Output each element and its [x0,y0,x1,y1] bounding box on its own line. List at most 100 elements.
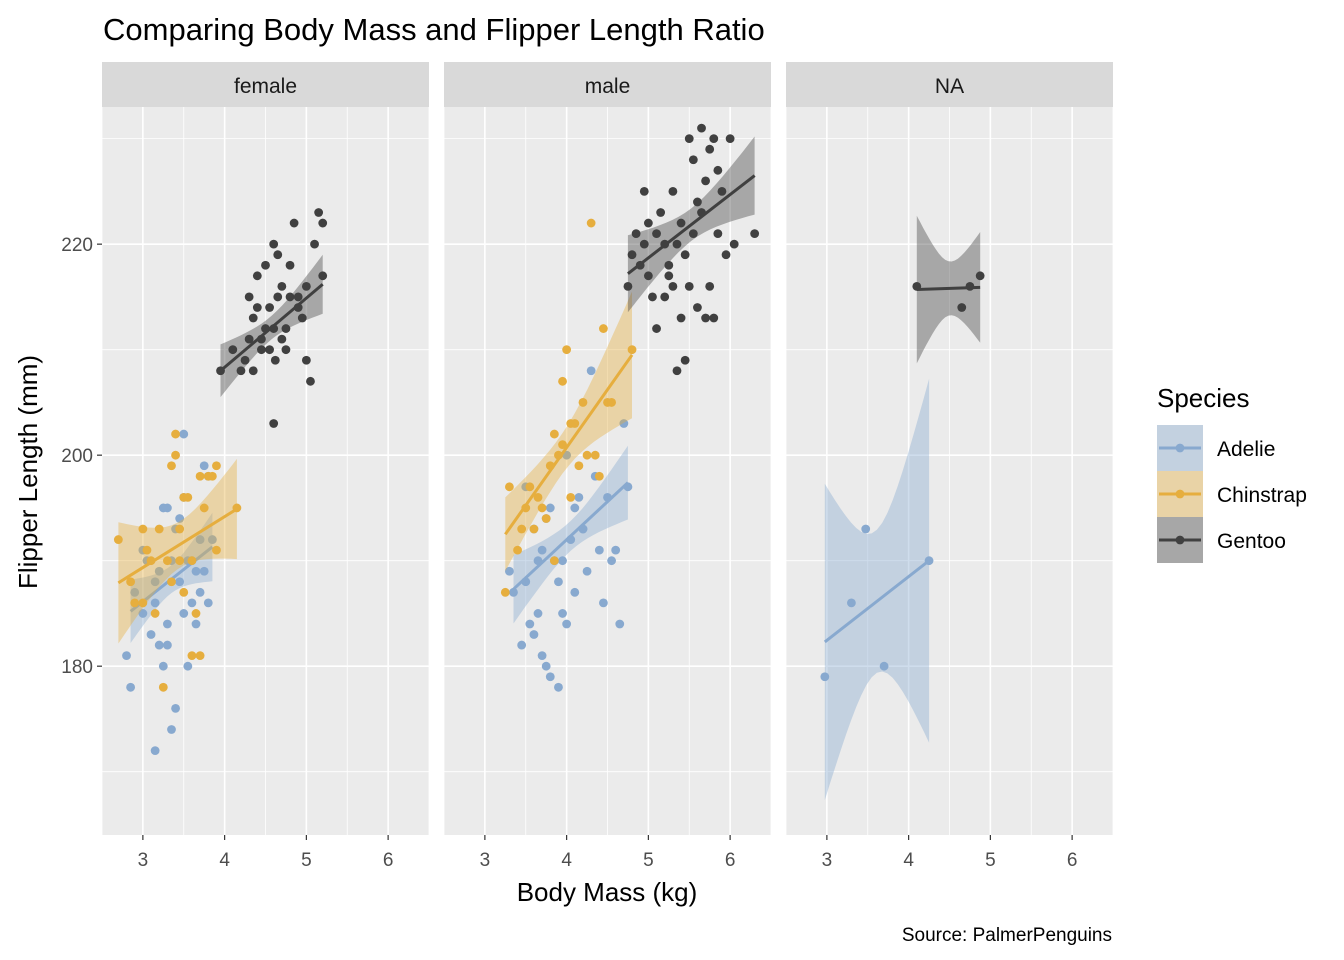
data-point-chinstrap [113,535,123,544]
data-point-chinstrap [545,461,555,471]
data-point-chinstrap [167,577,176,587]
legend-key-point [1175,443,1185,453]
x-tick-label: 3 [138,850,149,871]
data-point-adelie [199,461,209,471]
data-point-gentoo [270,355,280,365]
data-point-chinstrap [138,598,148,608]
data-point-chinstrap [549,556,559,566]
x-tick-label: 4 [903,850,914,871]
data-point-gentoo [244,334,254,344]
regression-line-gentoo [627,174,756,275]
data-point-adelie [847,598,856,608]
x-tick-label: 3 [480,850,491,871]
data-point-adelie [554,682,563,692]
data-point-gentoo [660,292,670,302]
data-point-gentoo [273,250,283,260]
confidence-band-adelie [824,378,930,801]
data-point-chinstrap [138,524,148,534]
facet-panel-NA: NA 3 4 5 6 [785,62,1114,871]
data-point-gentoo [265,345,274,355]
data-point-adelie [126,682,136,692]
x-axis-title: Body Mass (kg) [517,877,698,907]
data-point-gentoo [277,334,287,344]
data-point-adelie [179,609,189,618]
data-point-gentoo [265,303,274,312]
data-point-adelie [187,598,197,608]
data-point-gentoo [281,345,291,355]
data-point-gentoo [314,208,324,217]
data-point-adelie [586,366,596,376]
data-point-adelie [167,725,176,734]
data-point-chinstrap [541,514,551,523]
data-point-gentoo [664,260,674,270]
data-point-gentoo [709,313,719,323]
data-point-gentoo [623,281,633,291]
x-tick-label: 6 [725,850,736,871]
data-point-adelie [558,556,567,566]
data-point-gentoo [310,239,319,249]
data-point-chinstrap [537,503,547,513]
data-point-chinstrap [594,471,604,481]
data-point-chinstrap [187,651,197,661]
x-tick-label: 6 [1067,850,1078,871]
data-point-adelie [861,524,871,534]
data-point-adelie [578,524,588,534]
data-point-adelie [122,651,131,661]
data-point-adelie [566,535,576,544]
data-point-gentoo [635,260,645,270]
data-point-gentoo [293,292,303,302]
data-point-gentoo [639,187,649,196]
data-point-adelie [163,619,172,629]
data-point-gentoo [693,197,702,207]
data-point-adelie [594,545,604,555]
data-point-gentoo [676,218,686,228]
y-tick-label: 200 [61,446,93,467]
data-point-chinstrap [191,609,201,618]
data-point-chinstrap [187,556,197,566]
data-point-gentoo [701,176,710,186]
data-point-chinstrap [171,429,180,439]
data-point-gentoo [285,260,295,270]
data-point-adelie [517,640,527,650]
data-point-chinstrap [154,524,164,534]
data-point-gentoo [248,313,258,323]
data-point-adelie [154,640,164,650]
data-point-gentoo [228,345,238,355]
data-point-adelie [158,503,168,513]
data-point-gentoo [318,271,328,281]
data-point-chinstrap [500,587,510,597]
data-point-adelie [570,587,580,597]
data-point-gentoo [318,218,328,228]
data-point-chinstrap [158,682,168,692]
data-point-adelie [183,661,193,671]
data-point-gentoo [236,366,246,376]
data-point-adelie [537,651,547,661]
data-point-adelie [582,566,592,576]
legend-key-point [1175,489,1185,499]
data-point-chinstrap [529,524,539,534]
data-point-gentoo [721,250,731,260]
caption: Source: PalmerPenguins [902,925,1112,946]
data-point-adelie [574,492,584,502]
data-point-chinstrap [212,545,221,555]
data-point-adelie [541,661,551,671]
x-tick-label: 3 [822,850,833,871]
data-point-gentoo [643,271,653,281]
data-point-adelie [138,609,148,618]
data-point-adelie [175,514,185,523]
data-point-chinstrap [590,450,600,460]
data-point-chinstrap [578,398,588,407]
data-point-adelie [199,566,209,576]
data-point-chinstrap [232,503,242,513]
data-point-gentoo [664,271,674,281]
data-point-adelie [533,609,543,618]
data-point-adelie [545,503,555,513]
data-point-gentoo [656,208,666,217]
data-point-chinstrap [607,398,616,407]
data-point-gentoo [701,313,710,323]
data-point-chinstrap [574,461,584,471]
data-point-chinstrap [146,556,156,566]
data-point-chinstrap [150,609,160,618]
data-point-gentoo [705,144,715,154]
data-point-adelie [158,661,168,671]
